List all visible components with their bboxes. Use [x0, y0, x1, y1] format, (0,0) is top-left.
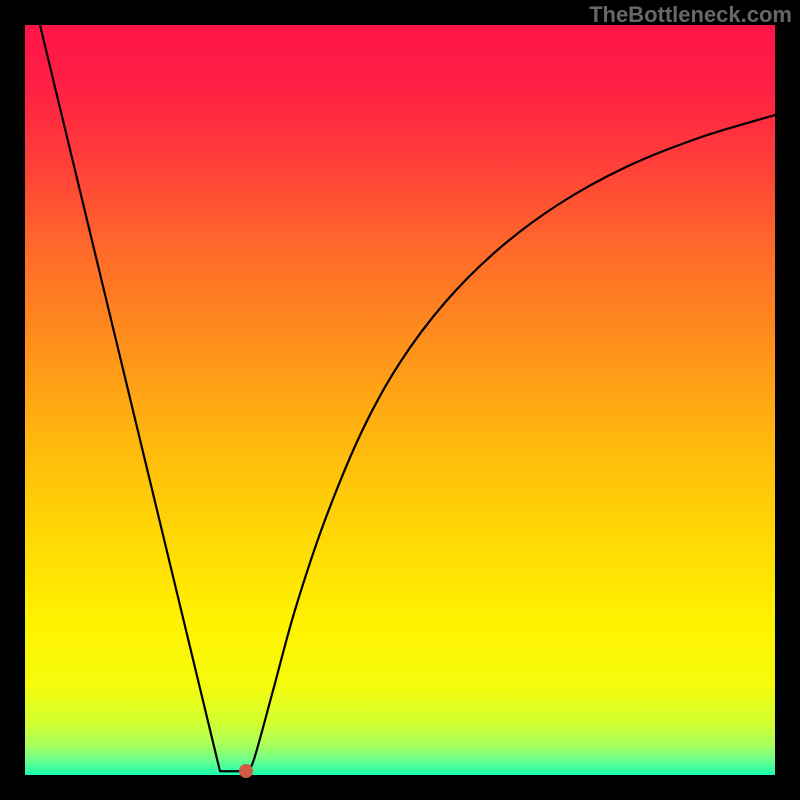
optimum-marker-icon [239, 764, 253, 778]
bottleneck-curve [25, 25, 775, 775]
plot-area [25, 25, 775, 775]
chart-frame: TheBottleneck.com [0, 0, 800, 800]
watermark-text: TheBottleneck.com [589, 2, 792, 28]
